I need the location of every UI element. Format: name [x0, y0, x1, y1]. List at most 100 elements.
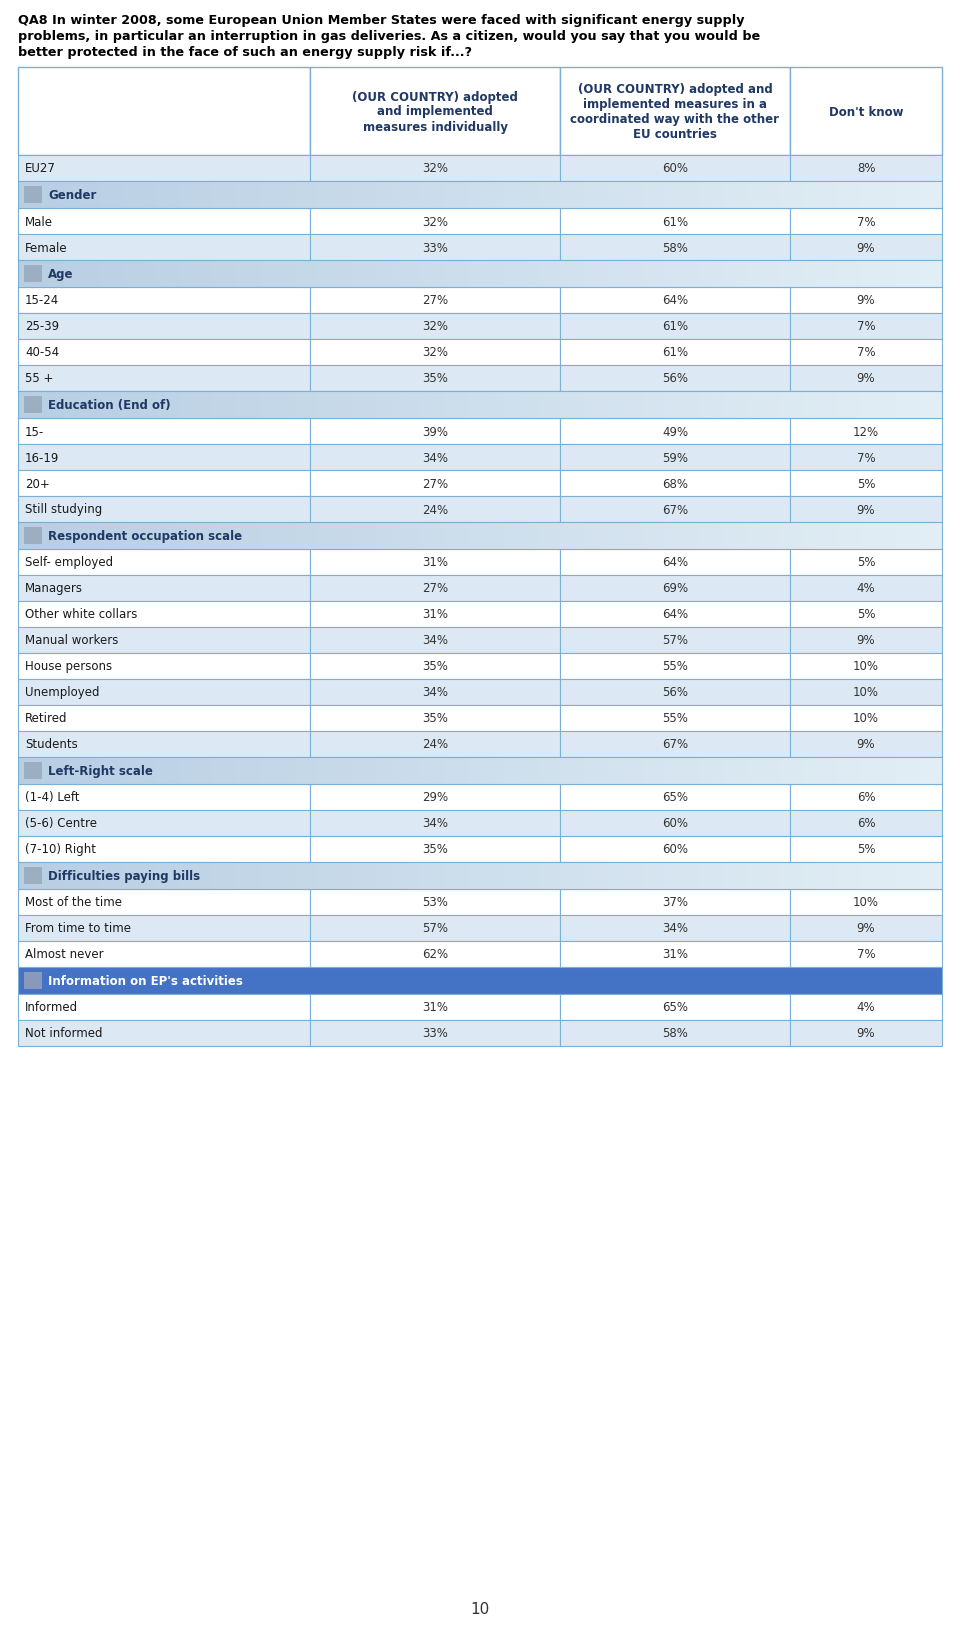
- Text: Left-Right scale: Left-Right scale: [48, 765, 153, 778]
- Bar: [399, 392, 411, 419]
- Text: 55 +: 55 +: [25, 372, 54, 386]
- Bar: [330, 181, 342, 209]
- Bar: [133, 522, 146, 550]
- Bar: [468, 862, 481, 890]
- Text: 31%: 31%: [422, 608, 448, 621]
- Text: 7%: 7%: [856, 320, 876, 333]
- Bar: [896, 260, 908, 288]
- Bar: [191, 522, 204, 550]
- Bar: [365, 862, 376, 890]
- Bar: [480, 862, 492, 890]
- Bar: [272, 522, 284, 550]
- Text: Don't know: Don't know: [828, 105, 903, 119]
- Bar: [549, 758, 562, 784]
- Bar: [18, 1020, 310, 1046]
- Text: 15-: 15-: [25, 425, 44, 438]
- Text: 33%: 33%: [422, 241, 448, 254]
- Bar: [560, 236, 790, 260]
- Text: 9%: 9%: [856, 503, 876, 516]
- Bar: [919, 181, 931, 209]
- Text: 10%: 10%: [853, 897, 879, 910]
- Bar: [790, 550, 942, 575]
- Text: Manual workers: Manual workers: [25, 634, 118, 648]
- Text: 9%: 9%: [856, 1027, 876, 1040]
- Bar: [665, 758, 677, 784]
- Bar: [260, 522, 273, 550]
- Bar: [388, 392, 399, 419]
- Bar: [815, 522, 827, 550]
- Bar: [260, 260, 273, 288]
- Text: Gender: Gender: [48, 190, 96, 201]
- Bar: [310, 890, 560, 915]
- Bar: [769, 260, 780, 288]
- Bar: [700, 392, 711, 419]
- Bar: [919, 260, 931, 288]
- Bar: [930, 392, 943, 419]
- Text: 31%: 31%: [662, 948, 688, 961]
- Bar: [87, 758, 99, 784]
- Bar: [584, 392, 596, 419]
- Bar: [307, 522, 319, 550]
- Bar: [515, 181, 527, 209]
- Bar: [249, 181, 261, 209]
- Bar: [723, 758, 734, 784]
- Bar: [572, 392, 585, 419]
- Bar: [330, 862, 342, 890]
- Bar: [18, 994, 310, 1020]
- Bar: [122, 862, 134, 890]
- Text: 7%: 7%: [856, 346, 876, 359]
- Bar: [677, 392, 688, 419]
- Bar: [653, 181, 665, 209]
- Bar: [168, 862, 180, 890]
- Bar: [64, 522, 76, 550]
- Text: 65%: 65%: [662, 791, 688, 804]
- Bar: [283, 758, 296, 784]
- Bar: [790, 339, 942, 366]
- Bar: [677, 260, 688, 288]
- Bar: [24, 527, 42, 545]
- Bar: [688, 260, 700, 288]
- Bar: [790, 1020, 942, 1046]
- Bar: [641, 260, 654, 288]
- Bar: [607, 522, 619, 550]
- Bar: [18, 705, 310, 732]
- Bar: [53, 260, 64, 288]
- Bar: [873, 862, 885, 890]
- Bar: [18, 758, 30, 784]
- Bar: [214, 181, 227, 209]
- Bar: [87, 181, 99, 209]
- Bar: [503, 260, 516, 288]
- Bar: [41, 181, 53, 209]
- Bar: [310, 628, 560, 654]
- Bar: [618, 392, 631, 419]
- Text: 61%: 61%: [662, 346, 688, 359]
- Bar: [790, 679, 942, 705]
- Text: Informed: Informed: [25, 1000, 78, 1014]
- Bar: [310, 445, 560, 471]
- Bar: [110, 758, 123, 784]
- Text: 6%: 6%: [856, 817, 876, 831]
- Bar: [896, 522, 908, 550]
- Bar: [790, 445, 942, 471]
- Bar: [203, 260, 215, 288]
- Text: 62%: 62%: [422, 948, 448, 961]
- Text: 4%: 4%: [856, 582, 876, 595]
- Bar: [422, 392, 434, 419]
- Bar: [700, 522, 711, 550]
- Bar: [526, 260, 539, 288]
- Bar: [180, 862, 192, 890]
- Text: better protected in the face of such an energy supply risk if...?: better protected in the face of such an …: [18, 46, 472, 59]
- Bar: [376, 522, 388, 550]
- Bar: [595, 181, 608, 209]
- Text: 61%: 61%: [662, 216, 688, 229]
- Bar: [180, 758, 192, 784]
- Bar: [99, 862, 111, 890]
- Bar: [780, 392, 792, 419]
- Bar: [790, 419, 942, 445]
- Text: Difficulties paying bills: Difficulties paying bills: [48, 870, 200, 882]
- Bar: [560, 157, 790, 181]
- Text: Not informed: Not informed: [25, 1027, 103, 1040]
- Bar: [780, 522, 792, 550]
- Text: 35%: 35%: [422, 712, 448, 725]
- Bar: [445, 260, 457, 288]
